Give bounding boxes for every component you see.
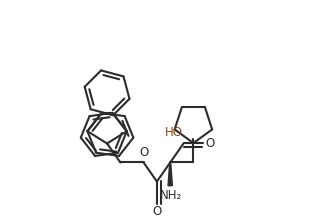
Text: O: O <box>139 146 148 159</box>
Text: NH₂: NH₂ <box>160 189 182 202</box>
Text: O: O <box>152 206 161 218</box>
Polygon shape <box>168 163 173 186</box>
Text: HO: HO <box>164 126 183 139</box>
Text: O: O <box>205 137 214 150</box>
